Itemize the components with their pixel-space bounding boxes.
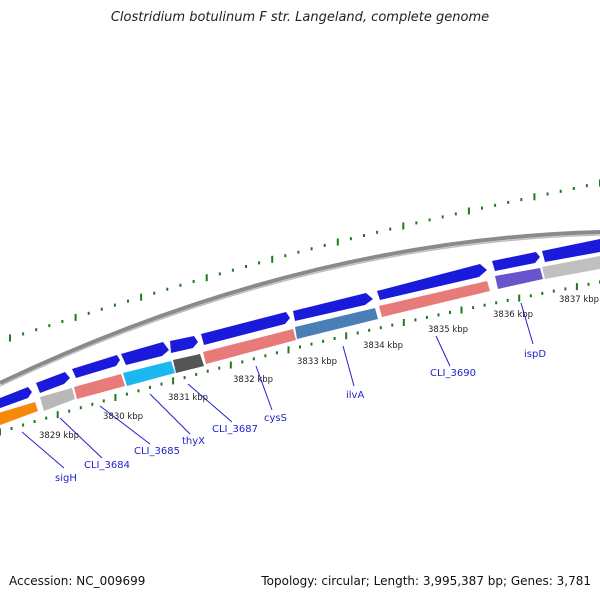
gene-label-cli3684[interactable]: CLI_3684	[84, 460, 130, 471]
outer-tick-track	[9, 179, 600, 342]
gene-block[interactable]	[542, 256, 600, 279]
gene-block-sigH[interactable]	[0, 402, 38, 427]
kbp-label: 3836 kbp	[493, 310, 533, 320]
gene-label-leaders	[21, 302, 534, 469]
forward-strand-track	[0, 239, 600, 410]
leader-line	[520, 302, 534, 345]
inner-tick-track	[0, 280, 600, 436]
leader-line	[187, 383, 233, 423]
kbp-label: 3835 kbp	[428, 325, 468, 335]
genome-backbone	[0, 230, 600, 385]
gene-block-ilvA[interactable]	[295, 308, 378, 339]
kbp-label: 3830 kbp	[103, 412, 143, 422]
gene-label-cli3690[interactable]: CLI_3690	[430, 368, 476, 379]
gene-block[interactable]	[173, 354, 204, 373]
leader-line	[342, 345, 355, 387]
genome-backbone-shadow	[0, 234, 600, 387]
gene-label-thyx[interactable]: thyX	[182, 436, 205, 447]
gene-block[interactable]	[40, 388, 75, 411]
gene-arrow[interactable]	[377, 264, 487, 300]
gene-arrow[interactable]	[492, 252, 540, 271]
gene-arrow[interactable]	[121, 342, 169, 365]
map-title: Clostridium botulinum F str. Langeland, …	[110, 10, 490, 25]
gene-arrow[interactable]	[542, 239, 600, 262]
gene-label-ispd[interactable]: ispD	[524, 349, 546, 360]
gene-arrow[interactable]	[0, 387, 32, 410]
gene-label-sigH[interactable]: sigH	[55, 473, 77, 484]
gene-label-cli3687[interactable]: CLI_3687	[212, 424, 258, 435]
gene-arrow[interactable]	[201, 312, 290, 345]
kbp-labels: 3829 kbp 3830 kbp 3831 kbp 3832 kbp 3833…	[39, 295, 599, 441]
kbp-label: 3829 kbp	[39, 431, 79, 441]
gene-block-cysS[interactable]	[203, 329, 296, 364]
gene-label-cli3685[interactable]: CLI_3685	[134, 446, 180, 457]
kbp-label: 3837 kbp	[559, 295, 599, 305]
leader-line	[21, 431, 65, 469]
gene-labels: sigH CLI_3684 CLI_3685 thyX CLI_3687 cys…	[55, 349, 546, 484]
genome-summary-text: Topology: circular; Length: 3,995,387 bp…	[261, 574, 591, 588]
kbp-label: 3832 kbp	[233, 375, 273, 385]
kbp-label: 3833 kbp	[297, 357, 337, 367]
leader-line	[149, 393, 191, 435]
leader-line	[255, 365, 273, 411]
leader-line	[435, 335, 451, 367]
gene-block-ispD[interactable]	[495, 268, 543, 289]
gene-arrow[interactable]	[170, 336, 198, 353]
reverse-strand-track	[0, 256, 600, 427]
gene-block[interactable]	[379, 281, 490, 317]
leader-line	[99, 405, 151, 445]
gene-arrow[interactable]	[72, 355, 120, 378]
gene-arrow[interactable]	[293, 293, 373, 321]
leader-line	[59, 417, 103, 459]
kbp-label: 3831 kbp	[168, 393, 208, 403]
gene-block-thyX[interactable]	[123, 361, 175, 386]
gene-label-ilva[interactable]: ilvA	[346, 390, 364, 401]
kbp-label: 3834 kbp	[363, 341, 403, 351]
gene-block[interactable]	[74, 374, 125, 399]
gene-arrow[interactable]	[36, 372, 70, 393]
gene-label-cyss[interactable]: cysS	[264, 413, 287, 424]
accession-text: Accession: NC_009699	[9, 574, 146, 588]
